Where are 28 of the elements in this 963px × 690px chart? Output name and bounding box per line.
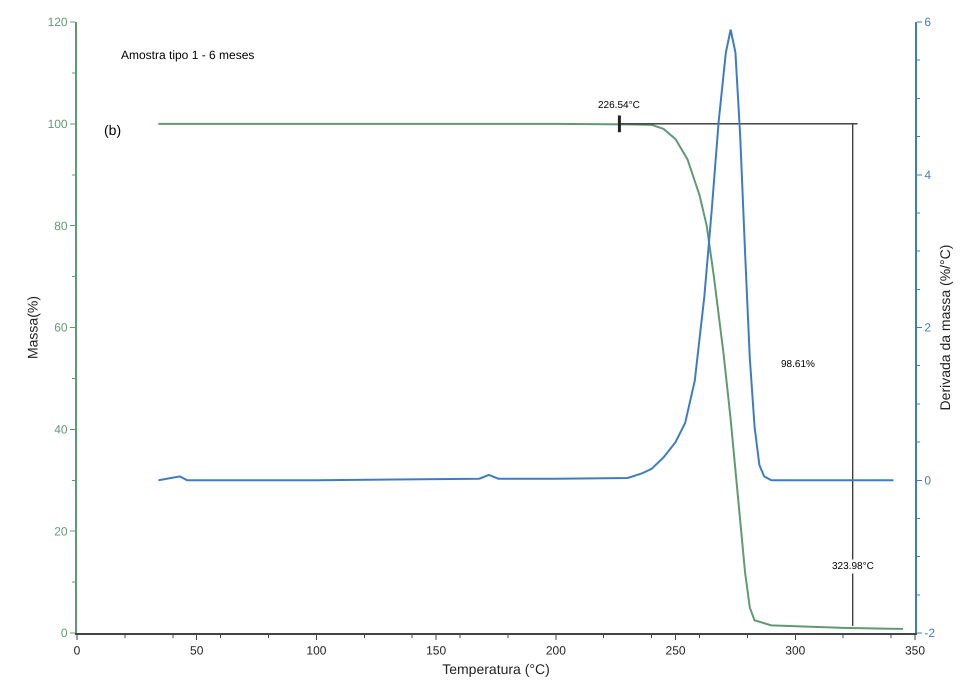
y2-tick-label: 0 <box>924 473 932 488</box>
y-tick-label: 100 <box>48 117 68 132</box>
annotation: 323.98°C <box>832 561 874 572</box>
y2-axis-title: Derivada da massa (%/°C) <box>937 244 954 410</box>
y2-tick-label: -2 <box>924 626 936 640</box>
y-tick-label: 20 <box>54 524 68 538</box>
annotation: 226.54°C <box>598 100 640 111</box>
annotation: Amostra tipo 1 - 6 meses <box>121 48 254 62</box>
y-tick-label: 120 <box>48 15 68 30</box>
y2-tick-label: 4 <box>924 168 932 182</box>
x-tick-label: 200 <box>546 643 566 658</box>
y2-tick-label: 2 <box>924 320 932 335</box>
y2-tick-label: 6 <box>924 15 932 30</box>
x-tick-label: 0 <box>74 643 81 658</box>
x-tick-label: 100 <box>306 643 327 658</box>
y-axis-title: Massa(%) <box>24 296 41 360</box>
y-tick-label: 60 <box>54 320 68 335</box>
y-tick-label: 80 <box>54 218 68 233</box>
x-tick-label: 50 <box>190 643 204 658</box>
y-tick-label: 0 <box>60 626 68 640</box>
y-tick-label: 40 <box>54 422 68 437</box>
x-axis-title: Temperatura (°C) <box>442 661 550 678</box>
x-tick-label: 150 <box>426 643 446 658</box>
x-tick-label: 350 <box>904 643 926 658</box>
x-tick-label: 300 <box>785 643 806 658</box>
annotation: (b) <box>104 122 122 138</box>
annotation: 98.61% <box>781 359 816 370</box>
x-tick-label: 250 <box>666 643 686 658</box>
